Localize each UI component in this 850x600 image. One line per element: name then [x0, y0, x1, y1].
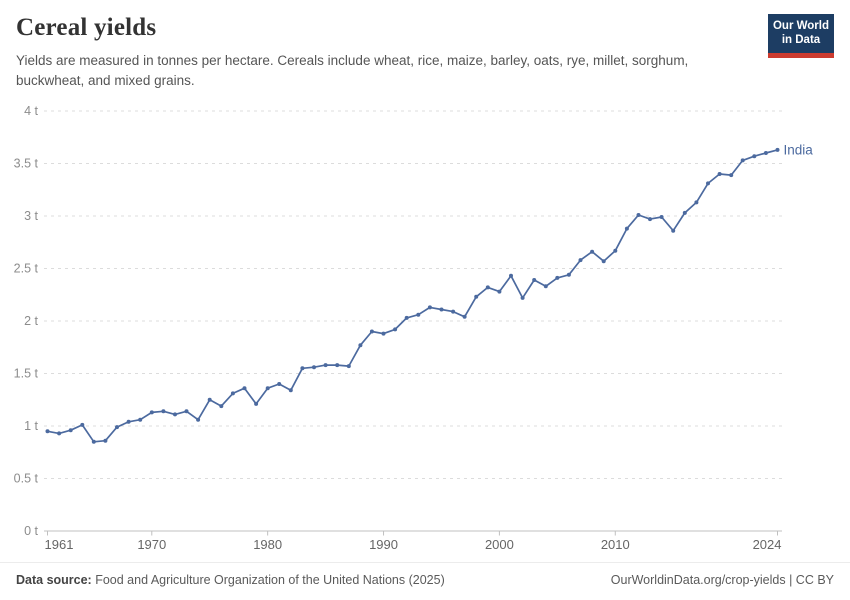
data-point-marker [636, 213, 641, 217]
data-point-marker [138, 417, 143, 422]
page-title: Cereal yields [16, 14, 157, 41]
data-point-marker [91, 439, 96, 444]
data-point-marker [613, 248, 618, 253]
data-point-marker [485, 285, 490, 290]
data-point-marker [277, 382, 282, 386]
data-point-marker [358, 343, 363, 348]
data-point-marker [219, 404, 224, 409]
data-point-marker [393, 327, 398, 332]
data-point-marker [752, 154, 757, 159]
y-axis-tick-label: 0.5 t [14, 472, 39, 486]
data-point-marker [184, 409, 189, 414]
owid-logo: Our World in Data [768, 14, 834, 58]
data-point-marker [300, 366, 305, 371]
x-axis-tick-label: 2024 [753, 537, 782, 552]
x-axis-tick-label: 2010 [601, 537, 630, 552]
data-point-marker [578, 258, 583, 263]
owid-logo-line1: Our World [772, 20, 829, 32]
india-series-line [46, 149, 779, 443]
data-point-marker [381, 331, 386, 336]
data-point-marker [775, 147, 780, 152]
data-point-marker [254, 401, 259, 406]
data-point-marker [80, 422, 85, 427]
data-point-marker [416, 312, 421, 317]
line-chart: 0 t 0.5 t 1 t 1.5 t 2 t 2.5 t 3 t 3.5 t 4 t 1961 1… [0, 95, 850, 562]
data-point-marker [427, 305, 432, 310]
data-point-marker [497, 289, 502, 294]
data-point-marker [265, 386, 270, 391]
data-point-marker [706, 181, 710, 186]
data-point-marker [196, 417, 201, 422]
y-axis-tick-label: 1.5 t [14, 367, 39, 381]
data-point-marker [451, 309, 456, 314]
chart-header: Cereal yields Our World in Data Yields a… [0, 0, 850, 92]
data-point-marker [207, 397, 212, 402]
data-point-marker [682, 210, 687, 215]
data-point-marker [648, 217, 652, 222]
data-point-marker [532, 278, 537, 282]
data-source-label: Data source: [16, 573, 92, 587]
data-point-marker [335, 363, 340, 368]
data-point-marker [57, 431, 62, 436]
data-point-marker [694, 200, 699, 205]
y-axis-tick-label: 2 t [24, 314, 38, 328]
data-point-marker [729, 173, 734, 178]
data-point-marker [671, 228, 676, 233]
data-point-marker [230, 391, 235, 396]
y-axis-tick-label: 2.5 t [14, 262, 39, 276]
y-axis-tick-label: 4 t [24, 104, 38, 118]
chart-footer: Data source: Food and Agriculture Organi… [0, 562, 850, 600]
data-point-marker [173, 412, 177, 417]
data-point-marker [439, 307, 444, 312]
data-point-marker [404, 315, 409, 320]
data-point-marker [717, 172, 722, 176]
x-axis-tick-label: 1970 [137, 537, 166, 552]
data-point-marker [103, 438, 108, 443]
x-axis-tick-label: 1961 [45, 537, 74, 552]
data-point-marker [590, 249, 595, 254]
data-point-marker [161, 409, 166, 414]
data-point-marker [520, 295, 525, 300]
x-axis-tick-label: 1980 [253, 537, 282, 552]
x-axis-tick-label: 1990 [369, 537, 398, 552]
cereal-yields-line-chart: 0 t 0.5 t 1 t 1.5 t 2 t 2.5 t 3 t 3.5 t 4 t 1961 1… [14, 104, 814, 552]
data-point-marker [555, 275, 560, 280]
data-point-marker [601, 259, 606, 264]
data-point-marker [369, 329, 374, 334]
data-point-marker [474, 294, 479, 299]
data-point-marker [543, 284, 548, 289]
data-point-marker [740, 158, 745, 163]
attribution-text: OurWorldinData.org/crop-yields | CC BY [610, 573, 834, 587]
data-source: Data source: Food and Agriculture Organi… [16, 573, 445, 587]
data-point-marker [115, 425, 119, 430]
data-point-marker [659, 215, 664, 219]
x-axis-tick-label: 2000 [485, 537, 514, 552]
data-point-marker [288, 388, 293, 393]
chart-subtitle: Yields are measured in tonnes per hectar… [16, 53, 689, 89]
data-point-marker [312, 365, 316, 370]
data-point-marker [509, 273, 513, 278]
data-point-marker [242, 386, 247, 391]
y-axis-tick-label: 1 t [24, 419, 38, 433]
data-point-marker [763, 151, 768, 155]
owid-logo-line2: in Data [781, 33, 821, 46]
data-point-marker [68, 428, 73, 433]
data-point-marker [346, 364, 351, 369]
data-point-marker [624, 226, 629, 231]
data-point-marker [566, 272, 571, 277]
data-point-marker [462, 314, 467, 319]
data-point-marker [323, 363, 328, 368]
y-axis-tick-label: 0 t [24, 524, 38, 538]
data-source-text: Food and Agriculture Organization of the… [95, 573, 445, 587]
data-point-marker [149, 410, 154, 415]
data-point-marker [45, 429, 50, 434]
series-label-india: India [784, 142, 814, 157]
y-axis-tick-label: 3.5 t [14, 157, 39, 171]
y-axis-tick-label: 3 t [24, 209, 38, 223]
data-point-marker [126, 419, 131, 424]
